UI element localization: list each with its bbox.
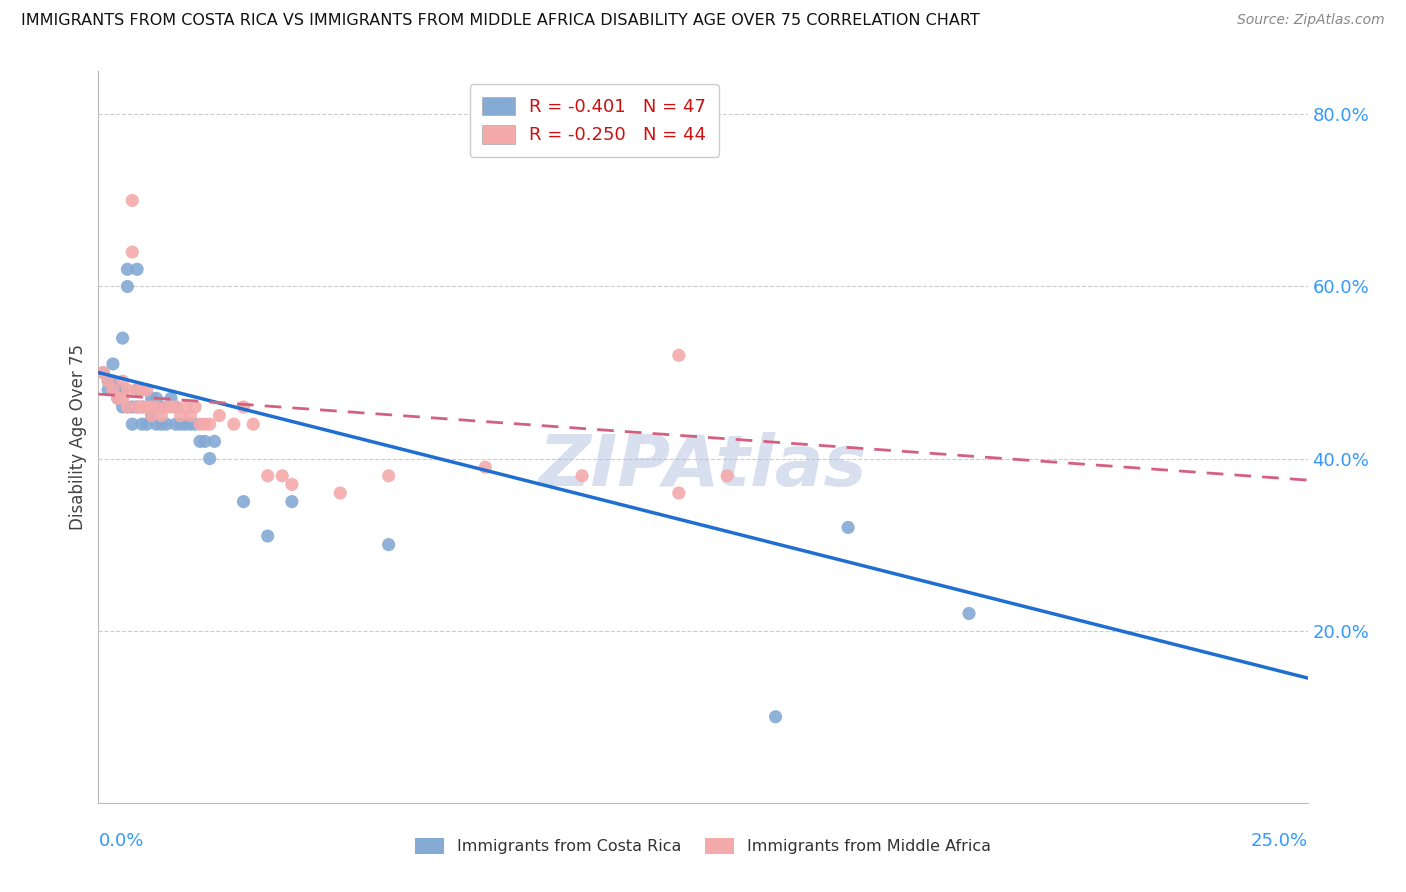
Point <box>184 417 207 432</box>
Point <box>91 366 114 380</box>
Point <box>127 400 149 414</box>
Point <box>155 400 177 414</box>
Text: 25.0%: 25.0% <box>1250 832 1308 850</box>
Point <box>281 494 304 508</box>
Point <box>160 400 183 414</box>
Point <box>198 451 221 466</box>
Point <box>169 417 191 432</box>
Point <box>571 468 593 483</box>
Point <box>127 383 149 397</box>
Point <box>111 392 134 406</box>
Point <box>101 383 124 397</box>
Point <box>668 486 690 500</box>
Point <box>121 400 143 414</box>
Point <box>198 417 221 432</box>
Point <box>232 494 254 508</box>
Point <box>135 400 157 414</box>
Point <box>242 417 264 432</box>
Point <box>150 400 173 414</box>
Point <box>117 400 139 414</box>
Point <box>194 417 217 432</box>
Point <box>150 409 173 423</box>
Point <box>91 366 114 380</box>
Point <box>127 262 149 277</box>
Point <box>141 392 163 406</box>
Point <box>121 417 143 432</box>
Point <box>131 417 153 432</box>
Point <box>256 529 278 543</box>
Point <box>188 434 211 449</box>
Text: ZIPAtlas: ZIPAtlas <box>538 432 868 500</box>
Point <box>155 417 177 432</box>
Point <box>117 279 139 293</box>
Point <box>204 434 226 449</box>
Point <box>957 607 980 621</box>
Point <box>111 331 134 345</box>
Point <box>111 383 134 397</box>
Point <box>174 400 197 414</box>
Legend: R = -0.401   N = 47, R = -0.250   N = 44: R = -0.401 N = 47, R = -0.250 N = 44 <box>470 84 718 157</box>
Point <box>194 434 217 449</box>
Point <box>165 417 187 432</box>
Point <box>117 400 139 414</box>
Point <box>141 409 163 423</box>
Point <box>377 468 399 483</box>
Point <box>179 417 201 432</box>
Point <box>179 409 201 423</box>
Point <box>716 468 738 483</box>
Point <box>121 194 143 208</box>
Point <box>281 477 304 491</box>
Point <box>377 538 399 552</box>
Point <box>188 417 211 432</box>
Point <box>101 357 124 371</box>
Point <box>222 417 245 432</box>
Point <box>107 392 129 406</box>
Point <box>474 460 496 475</box>
Point <box>97 374 120 388</box>
Point <box>111 374 134 388</box>
Point <box>145 392 167 406</box>
Point <box>145 417 167 432</box>
Text: Source: ZipAtlas.com: Source: ZipAtlas.com <box>1237 13 1385 28</box>
Point <box>117 383 139 397</box>
Point <box>141 409 163 423</box>
Point <box>107 383 129 397</box>
Point <box>271 468 294 483</box>
Point <box>256 468 278 483</box>
Point <box>208 409 231 423</box>
Point <box>127 383 149 397</box>
Point <box>97 374 120 388</box>
Point <box>101 374 124 388</box>
Text: 0.0%: 0.0% <box>98 832 143 850</box>
Point <box>121 245 143 260</box>
Point <box>232 400 254 414</box>
Point <box>135 383 157 397</box>
Point <box>127 400 149 414</box>
Point <box>135 417 157 432</box>
Point <box>174 417 197 432</box>
Text: IMMIGRANTS FROM COSTA RICA VS IMMIGRANTS FROM MIDDLE AFRICA DISABILITY AGE OVER : IMMIGRANTS FROM COSTA RICA VS IMMIGRANTS… <box>21 13 980 29</box>
Point <box>111 400 134 414</box>
Point <box>668 348 690 362</box>
Point <box>837 520 859 534</box>
Point <box>150 417 173 432</box>
Point <box>165 400 187 414</box>
Point <box>329 486 352 500</box>
Point <box>165 400 187 414</box>
Point <box>135 400 157 414</box>
Point <box>184 400 207 414</box>
Point <box>97 383 120 397</box>
Point <box>169 409 191 423</box>
Point <box>131 400 153 414</box>
Point <box>145 400 167 414</box>
Point <box>765 710 787 724</box>
Point <box>107 392 129 406</box>
Point <box>131 400 153 414</box>
Point <box>117 262 139 277</box>
Point <box>131 383 153 397</box>
Point <box>141 400 163 414</box>
Y-axis label: Disability Age Over 75: Disability Age Over 75 <box>69 344 87 530</box>
Point <box>160 392 183 406</box>
